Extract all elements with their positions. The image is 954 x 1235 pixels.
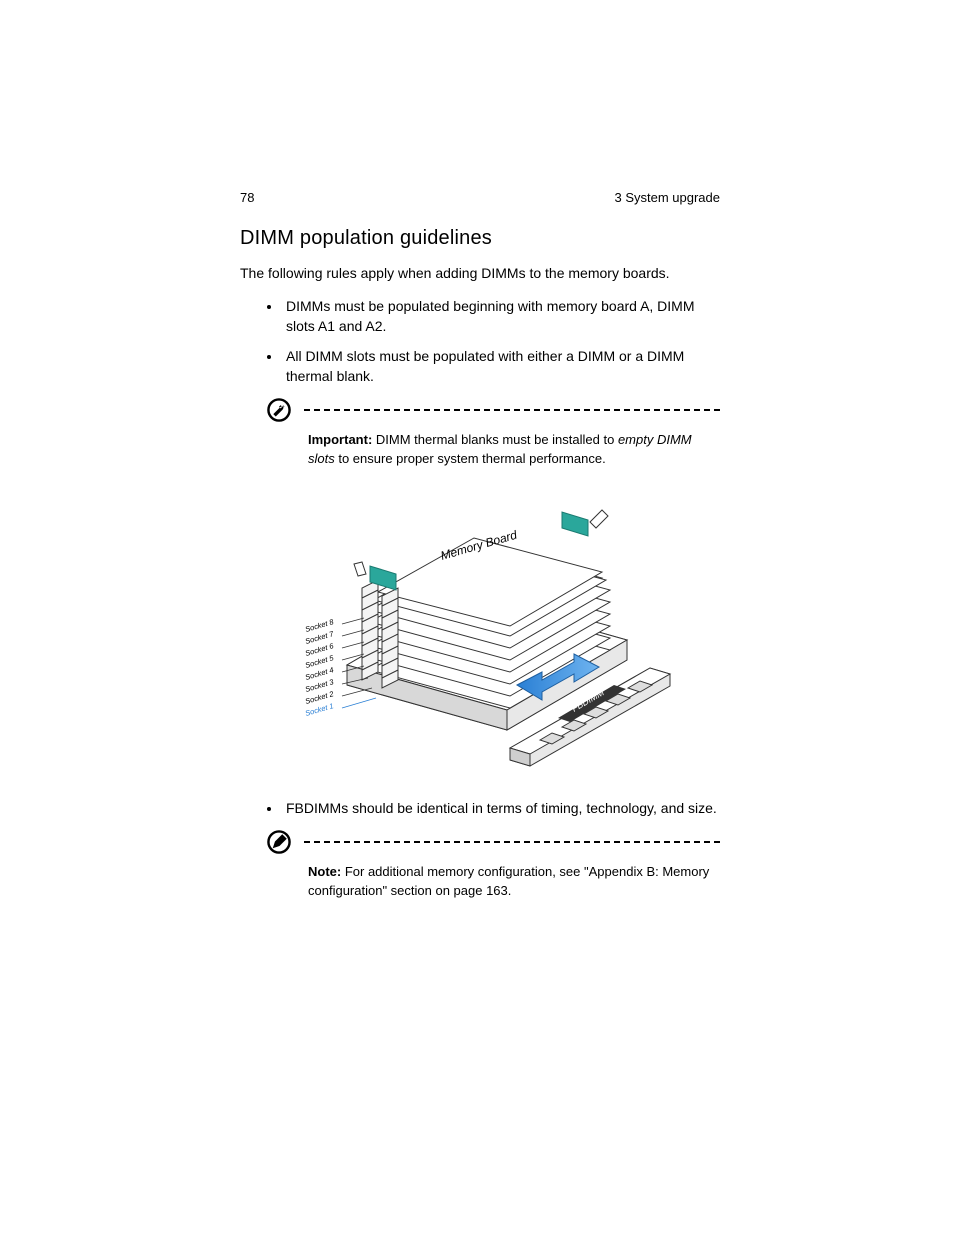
- bullet-item: DIMMs must be populated beginning with m…: [282, 296, 720, 337]
- important-text-pre: DIMM thermal blanks must be installed to: [372, 432, 618, 447]
- callout-head: [266, 829, 720, 855]
- dashed-divider: [304, 841, 720, 843]
- important-label: Important:: [308, 432, 372, 447]
- important-callout: Important: DIMM thermal blanks must be i…: [266, 397, 720, 469]
- pencil-icon: [266, 829, 292, 855]
- dashed-divider: [304, 409, 720, 411]
- intro-text: The following rules apply when adding DI…: [240, 264, 720, 284]
- chapter-title: 3 System upgrade: [614, 190, 720, 205]
- important-text-post: to ensure proper system thermal performa…: [335, 451, 606, 466]
- memory-board-figure: Memory Board Socket 8 Socket 7 Socket 6 …: [262, 480, 682, 780]
- callout-head: [266, 397, 720, 423]
- section-title: DIMM population guidelines: [240, 227, 720, 250]
- note-label: Note:: [308, 864, 341, 879]
- page-number: 78: [240, 190, 254, 205]
- bullet-item: FBDIMMs should be identical in terms of …: [282, 798, 720, 818]
- page-header: 78 3 System upgrade: [240, 190, 720, 205]
- note-body: Note: For additional memory configuratio…: [308, 863, 720, 901]
- page-content: 78 3 System upgrade DIMM population guid…: [240, 190, 720, 910]
- wrench-icon: [266, 397, 292, 423]
- note-callout: Note: For additional memory configuratio…: [266, 829, 720, 901]
- bullet-list-1: DIMMs must be populated beginning with m…: [240, 296, 720, 387]
- bullet-list-2: FBDIMMs should be identical in terms of …: [240, 798, 720, 818]
- note-text: For additional memory configuration, see…: [308, 864, 709, 898]
- bullet-item: All DIMM slots must be populated with ei…: [282, 346, 720, 387]
- important-body: Important: DIMM thermal blanks must be i…: [308, 431, 720, 469]
